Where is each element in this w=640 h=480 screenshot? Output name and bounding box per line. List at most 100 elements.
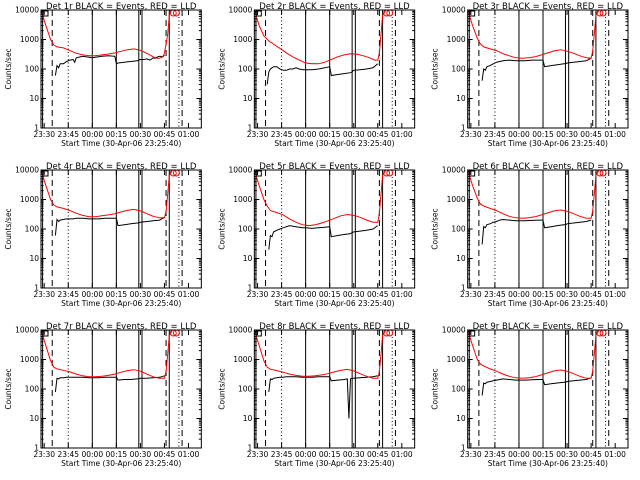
x-tick-label: 00:00 [508, 130, 530, 139]
y-axis-label: Counts/sec [431, 48, 440, 89]
y-tick-label: 1000 [20, 35, 39, 44]
y-axis-label: Counts/sec [4, 368, 13, 409]
y-tick-label: 100 [451, 385, 466, 394]
y-tick-label: 1 [248, 124, 253, 133]
x-tick-label: 23:30 [247, 290, 269, 299]
x-tick-label: 00:45 [367, 130, 389, 139]
y-tick-label: 10 [243, 254, 253, 263]
y-tick-label: 10 [456, 414, 466, 423]
y-tick-label: 10 [243, 414, 253, 423]
events-rate-line [266, 63, 379, 85]
y-tick-label: 1 [461, 124, 466, 133]
y-tick-label: 1 [34, 444, 39, 453]
x-tick-label: 23:45 [57, 130, 79, 139]
x-tick-label: 00:45 [580, 450, 602, 459]
x-tick-label: 00:30 [556, 450, 578, 459]
plot-frame [40, 9, 202, 129]
x-tick-label: 00:45 [367, 450, 389, 459]
chart-title: Det 1r BLACK = Events, RED = LLD [46, 2, 197, 12]
y-tick-label: 100 [238, 225, 253, 234]
x-tick-label: 00:15 [106, 450, 128, 459]
start-marker [255, 10, 262, 17]
x-tick-label: 01:00 [178, 290, 200, 299]
y-tick-label: 1000 [447, 355, 466, 364]
y-tick-label: 1000 [233, 195, 252, 204]
chart-panel-2: Det 2r BLACK = Events, RED = LLD 1 10 100 10… [217, 2, 416, 148]
plot-frame [467, 329, 629, 449]
lld-rate-line [467, 329, 604, 379]
chart-panel-9: Det 9r BLACK = Events, RED = LLD 1 10 100 10… [431, 322, 629, 468]
x-tick-label: 01:00 [391, 130, 413, 139]
events-rate-line [54, 54, 165, 76]
x-tick-label: 23:30 [247, 450, 269, 459]
y-tick-label: 1000 [233, 35, 252, 44]
x-tick-label: 00:15 [319, 290, 341, 299]
x-tick-label: 01:00 [178, 130, 200, 139]
y-tick-label: 10000 [442, 6, 466, 15]
x-tick-label: 00:00 [81, 130, 103, 139]
x-tick-label: 00:45 [154, 290, 176, 299]
chart-panel-8: Det 8r BLACK = Events, RED = LLD 1 10 100 10… [217, 322, 416, 468]
plot-frame [40, 329, 202, 449]
events-rate-line [481, 218, 592, 245]
x-tick-label: 01:00 [604, 130, 626, 139]
plot-frame [467, 169, 629, 289]
y-tick-label: 100 [25, 225, 40, 234]
x-tick-label: 23:30 [460, 290, 482, 299]
y-tick-label: 100 [238, 65, 253, 74]
x-axis-label: Start Time (30-Apr-06 23:25:40) [274, 459, 394, 468]
chart-title: Det 3r BLACK = Events, RED = LLD [473, 2, 624, 12]
y-tick-label: 10 [29, 414, 39, 423]
x-tick-label: 00:30 [343, 450, 365, 459]
start-marker [42, 330, 49, 337]
chart-title: Det 4r BLACK = Events, RED = LLD [46, 162, 197, 172]
events-rate-line [481, 377, 592, 396]
y-axis-label: Counts/sec [217, 208, 226, 249]
x-tick-label: 00:15 [106, 290, 128, 299]
x-tick-label: 23:45 [57, 290, 79, 299]
y-tick-label: 10 [456, 254, 466, 263]
x-tick-label: 01:00 [604, 290, 626, 299]
lld-rate-line [40, 329, 178, 379]
y-axis-label: Counts/sec [217, 48, 226, 89]
y-tick-label: 10000 [442, 326, 466, 335]
x-tick-label: 00:00 [508, 450, 530, 459]
y-tick-label: 100 [451, 225, 466, 234]
lld-rate-line [467, 9, 604, 59]
x-tick-label: 23:45 [484, 450, 506, 459]
x-axis-label: Start Time (30-Apr-06 23:25:40) [61, 459, 181, 468]
y-tick-label: 10000 [15, 6, 39, 15]
x-axis-label: Start Time (30-Apr-06 23:25:40) [61, 299, 181, 308]
start-marker [469, 170, 476, 177]
chart-title: Det 9r BLACK = Events, RED = LLD [473, 322, 624, 332]
plot-frame [467, 9, 629, 129]
y-tick-label: 1 [248, 284, 253, 293]
x-tick-label: 01:00 [391, 450, 413, 459]
events-rate-line [268, 375, 378, 419]
y-axis-label: Counts/sec [4, 48, 13, 89]
x-tick-label: 00:00 [295, 450, 317, 459]
chart-title: Det 7r BLACK = Events, RED = LLD [46, 322, 197, 332]
x-tick-label: 00:30 [130, 290, 152, 299]
chart-panel-6: Det 6r BLACK = Events, RED = LLD 1 10 100 10… [431, 162, 629, 308]
x-tick-label: 00:30 [130, 450, 152, 459]
x-tick-label: 00:30 [130, 130, 152, 139]
y-tick-label: 1000 [447, 35, 466, 44]
x-tick-label: 23:45 [57, 450, 79, 459]
x-axis-label: Start Time (30-Apr-06 23:25:40) [488, 139, 608, 148]
y-tick-label: 10000 [228, 166, 252, 175]
y-axis-label: Counts/sec [431, 208, 440, 249]
x-tick-label: 00:15 [106, 130, 128, 139]
x-tick-label: 01:00 [391, 290, 413, 299]
x-tick-label: 00:00 [295, 130, 317, 139]
y-tick-label: 10 [456, 94, 466, 103]
y-tick-label: 1 [34, 124, 39, 133]
y-tick-label: 10000 [442, 166, 466, 175]
y-tick-label: 1 [461, 284, 466, 293]
x-axis-label: Start Time (30-Apr-06 23:25:40) [488, 299, 608, 308]
x-axis-label: Start Time (30-Apr-06 23:25:40) [274, 299, 394, 308]
x-tick-label: 00:00 [81, 450, 103, 459]
chart-panel-7: Det 7r BLACK = Events, RED = LLD 1 10 100 10… [4, 322, 202, 468]
y-tick-label: 10 [29, 254, 39, 263]
